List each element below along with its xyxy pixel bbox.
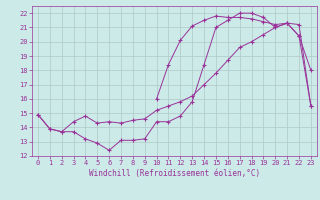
X-axis label: Windchill (Refroidissement éolien,°C): Windchill (Refroidissement éolien,°C) (89, 169, 260, 178)
